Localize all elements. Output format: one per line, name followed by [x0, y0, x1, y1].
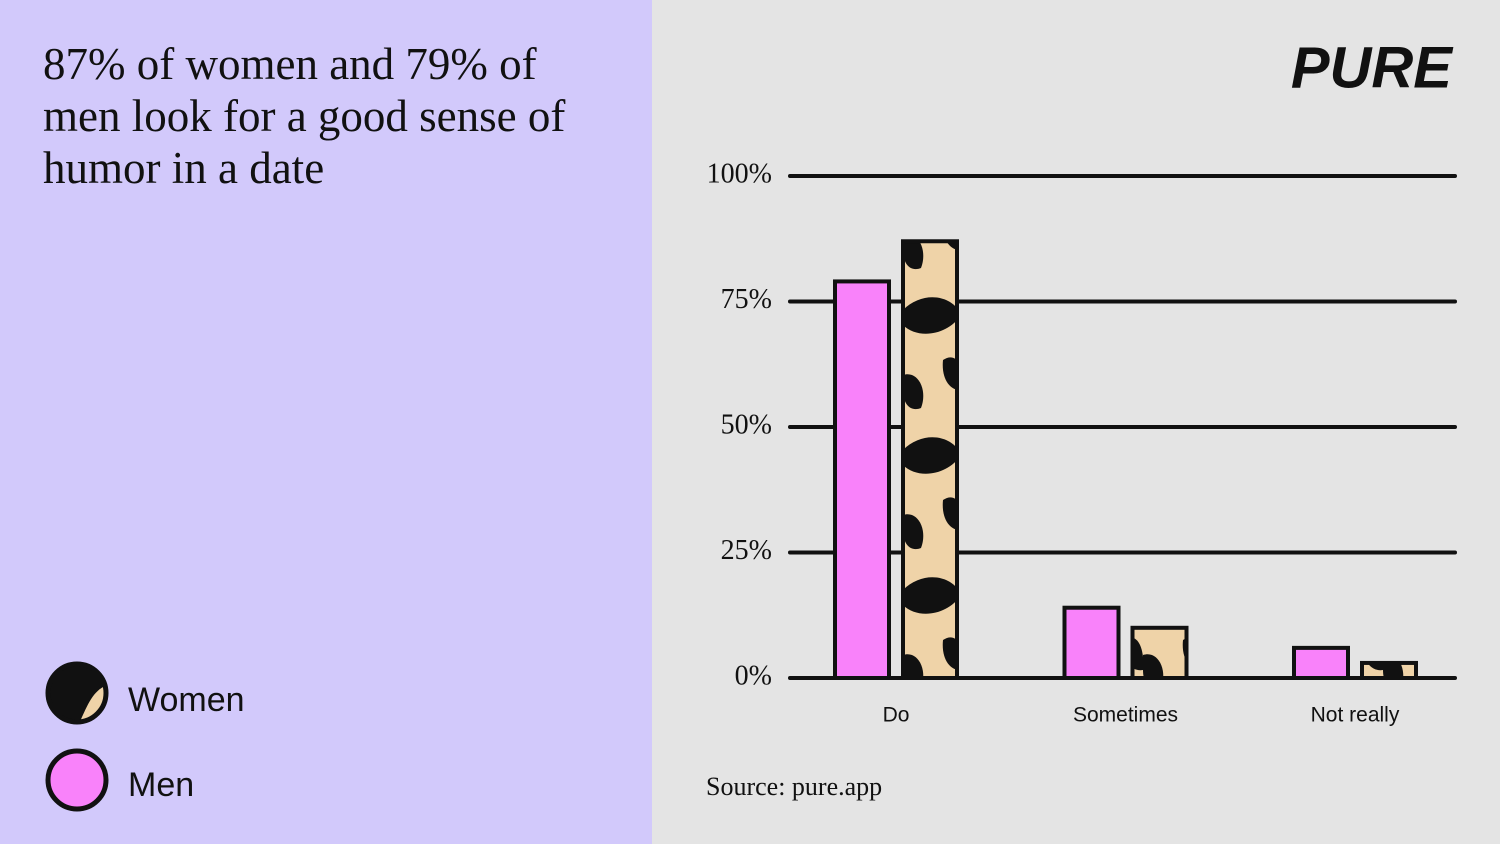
y-tick-label: 0% — [735, 660, 772, 691]
legend-label: Women — [128, 681, 245, 719]
x-tick-label: Not really — [1311, 704, 1400, 727]
bar — [1292, 645, 1350, 681]
bar — [1360, 660, 1418, 681]
right-panel — [652, 0, 1500, 844]
legend-swatch — [45, 661, 109, 725]
legend-swatch — [45, 748, 109, 812]
source: Source: pure.app — [706, 772, 882, 801]
left-panel — [0, 0, 652, 844]
y-tick-label: 25% — [721, 535, 772, 566]
bar — [1130, 625, 1189, 680]
y-tick-label: 75% — [721, 284, 772, 315]
chart-title: 87% of women and 79% of men look for a g… — [43, 39, 566, 193]
bar — [901, 239, 959, 680]
brand-logo: PURE — [1291, 35, 1454, 100]
bar — [833, 279, 891, 680]
legend-label: Men — [128, 766, 194, 804]
y-tick-label: 100% — [707, 158, 772, 189]
x-tick-label: Sometimes — [1073, 704, 1178, 727]
y-tick-label: 50% — [721, 409, 772, 440]
x-tick-label: Do — [883, 704, 910, 727]
bar — [1062, 605, 1121, 680]
